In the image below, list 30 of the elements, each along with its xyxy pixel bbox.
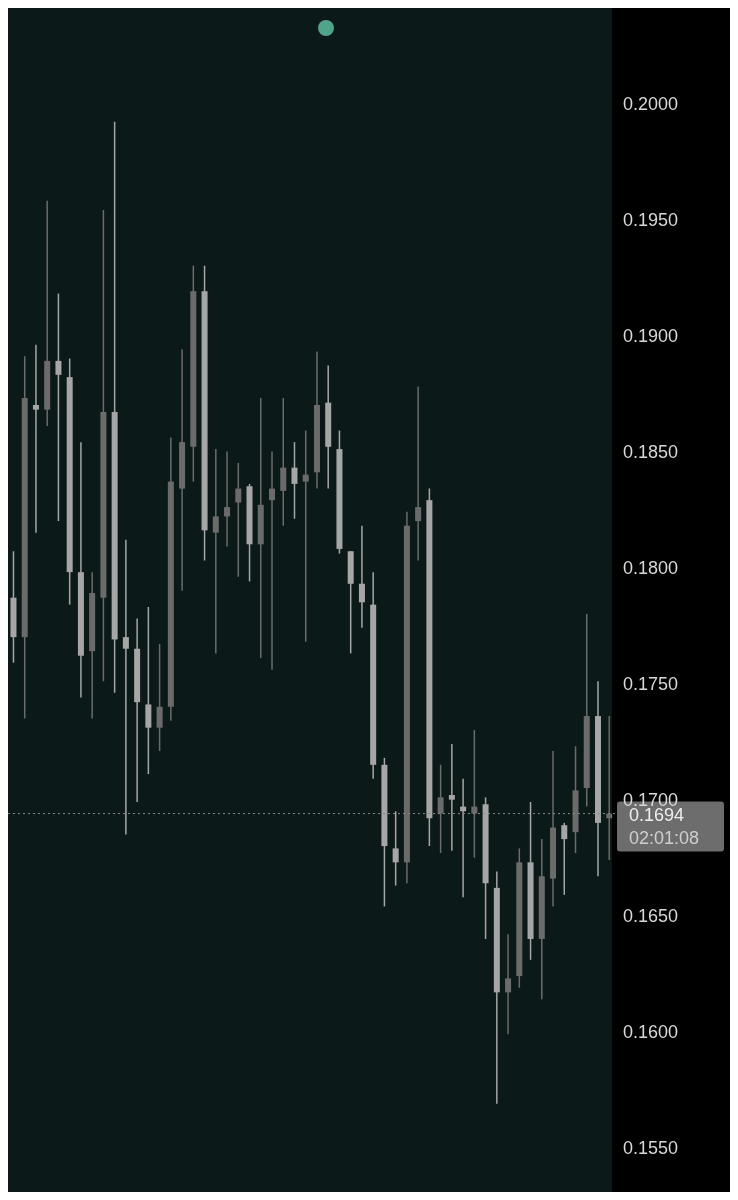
candlestick bbox=[392, 810, 399, 887]
candlestick bbox=[212, 448, 219, 655]
candlestick bbox=[156, 643, 163, 752]
y-tick-label: 0.1650 bbox=[623, 906, 679, 927]
candlestick bbox=[505, 933, 512, 1035]
candlestick bbox=[235, 462, 242, 578]
y-tick-label: 0.1950 bbox=[623, 209, 679, 230]
candlestick bbox=[437, 764, 444, 854]
y-tick-label: 0.1550 bbox=[623, 1138, 679, 1159]
y-tick-label: 0.1900 bbox=[623, 325, 679, 346]
candlestick bbox=[145, 606, 152, 775]
y-tick-label: 0.1850 bbox=[623, 441, 679, 462]
y-tick-label: 0.2000 bbox=[623, 93, 679, 114]
candlestick bbox=[55, 292, 62, 522]
candlestick bbox=[302, 429, 309, 643]
candlestick bbox=[415, 385, 422, 562]
candlestick bbox=[224, 450, 231, 548]
candlestick bbox=[269, 450, 276, 671]
candlestick bbox=[280, 397, 287, 527]
y-tick-label: 0.1800 bbox=[623, 557, 679, 578]
candlestick bbox=[358, 524, 365, 629]
y-tick-label: 0.1600 bbox=[623, 1022, 679, 1043]
y-tick-label: 0.1750 bbox=[623, 673, 679, 694]
candlestick bbox=[561, 822, 568, 896]
candlestick bbox=[448, 743, 455, 852]
candlestick bbox=[122, 538, 129, 836]
candlestick bbox=[471, 729, 478, 859]
candlestick bbox=[32, 343, 39, 534]
candlestick bbox=[291, 441, 298, 520]
text: 02:01:08 bbox=[629, 827, 700, 848]
